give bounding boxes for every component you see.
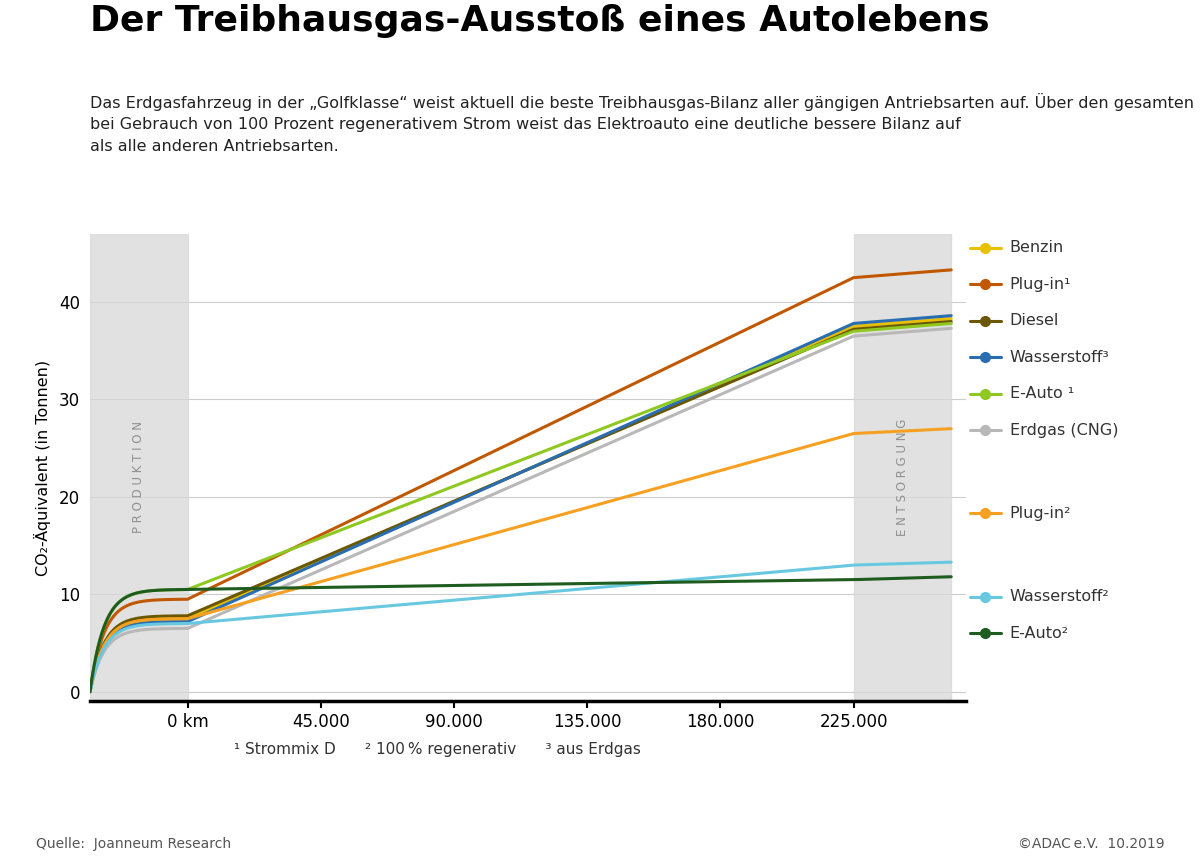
Text: Diesel: Diesel bbox=[1009, 313, 1058, 328]
Text: Erdgas (CNG): Erdgas (CNG) bbox=[1009, 423, 1118, 437]
Text: E-Auto²: E-Auto² bbox=[1009, 625, 1068, 641]
Y-axis label: CO₂-Äquivalent (in Tonnen): CO₂-Äquivalent (in Tonnen) bbox=[34, 359, 50, 576]
Text: E N T S O R G U N G: E N T S O R G U N G bbox=[896, 418, 908, 536]
Text: Plug-in²: Plug-in² bbox=[1009, 506, 1070, 521]
Text: P R O D U K T I O N: P R O D U K T I O N bbox=[132, 422, 145, 533]
Text: Das Erdgasfahrzeug in der „Golfklasse“ weist aktuell die beste Treibhausgas-Bila: Das Erdgasfahrzeug in der „Golfklasse“ w… bbox=[90, 93, 1200, 154]
Text: Quelle:  Joanneum Research: Quelle: Joanneum Research bbox=[36, 837, 230, 851]
Text: Wasserstoff²: Wasserstoff² bbox=[1009, 589, 1109, 604]
Text: Benzin: Benzin bbox=[1009, 241, 1064, 255]
Text: Plug-in¹: Plug-in¹ bbox=[1009, 277, 1072, 292]
Text: E-Auto ¹: E-Auto ¹ bbox=[1009, 386, 1074, 401]
Text: Wasserstoff³: Wasserstoff³ bbox=[1009, 350, 1110, 365]
Text: ¹ Strommix D      ² 100 % regenerativ      ³ aus Erdgas: ¹ Strommix D ² 100 % regenerativ ³ aus E… bbox=[234, 741, 641, 757]
Bar bbox=[90, 234, 187, 701]
Bar bbox=[853, 234, 952, 701]
Text: Der Treibhausgas-Ausstoß eines Autolebens: Der Treibhausgas-Ausstoß eines Autoleben… bbox=[90, 4, 990, 38]
Text: ©ADAC e.V.  10.2019: ©ADAC e.V. 10.2019 bbox=[1018, 837, 1164, 851]
